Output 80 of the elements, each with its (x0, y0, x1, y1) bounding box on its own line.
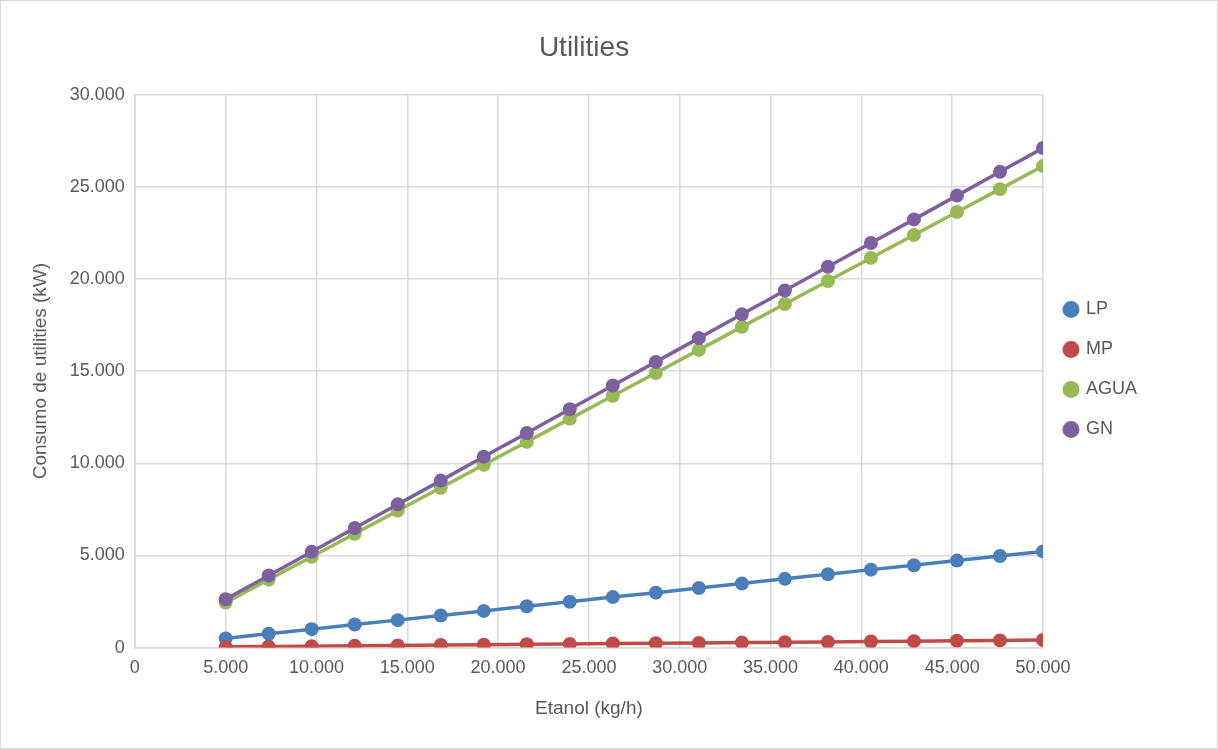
x-tick-label: 35.000 (743, 657, 799, 678)
point (433, 473, 448, 488)
legend-label: AGUA (1085, 378, 1137, 399)
point (992, 164, 1007, 179)
y-axis-title: Consumo de utilities (kW) (28, 262, 50, 480)
y-tick-label: 5.000 (79, 544, 125, 565)
point (390, 613, 405, 628)
point (734, 635, 749, 648)
point (777, 571, 792, 586)
point (562, 402, 577, 417)
point (261, 568, 276, 583)
point (261, 626, 276, 641)
point (562, 636, 577, 648)
point (648, 354, 663, 369)
legend-label: LP (1085, 298, 1109, 319)
x-tick-label: 45.000 (924, 657, 980, 678)
point (519, 426, 534, 441)
point (605, 590, 620, 605)
point (777, 283, 792, 298)
point (820, 273, 835, 288)
point (562, 594, 577, 609)
point (304, 544, 319, 559)
x-tick-label: 15.000 (379, 657, 435, 678)
point (605, 378, 620, 393)
point (691, 581, 706, 596)
x-tick-label: 0 (129, 657, 140, 678)
y-tick-label: 15.000 (69, 360, 125, 381)
y-tick-label: 0 (114, 636, 125, 657)
point (476, 449, 491, 464)
legend-label: GN (1085, 418, 1113, 439)
point (906, 212, 921, 227)
x-tick-label: 20.000 (470, 657, 526, 678)
point (734, 319, 749, 334)
point (734, 576, 749, 591)
point (949, 205, 964, 220)
x-axis-title: Etanol (kg/h) (535, 696, 643, 718)
x-tick-label: 50.000 (1015, 657, 1071, 678)
x-tick-label: 40.000 (833, 657, 889, 678)
point (433, 608, 448, 623)
x-tick-label: 30.000 (652, 657, 708, 678)
point (992, 182, 1007, 197)
legend-label: MP (1085, 338, 1113, 359)
point (648, 585, 663, 600)
point (863, 235, 878, 250)
point (347, 617, 362, 632)
point (863, 634, 878, 648)
point (820, 567, 835, 582)
x-tick-label: 5.000 (203, 657, 249, 678)
y-tick-label: 20.000 (69, 267, 125, 288)
y-tick-label: 10.000 (69, 452, 125, 473)
point (476, 603, 491, 618)
point (863, 250, 878, 265)
point (734, 307, 749, 322)
point (605, 636, 620, 648)
y-tick-label: 25.000 (69, 175, 125, 196)
point (304, 622, 319, 637)
point (820, 634, 835, 648)
point (949, 633, 964, 648)
point (691, 331, 706, 346)
point (992, 633, 1007, 648)
point (777, 297, 792, 311)
y-tick-label: 30.000 (69, 83, 125, 104)
point (347, 520, 362, 535)
point (906, 634, 921, 648)
point (777, 635, 792, 648)
point (390, 497, 405, 512)
point (949, 188, 964, 203)
x-tick-label: 10.000 (288, 657, 345, 678)
point (863, 562, 878, 577)
point (648, 636, 663, 648)
point (906, 558, 921, 573)
point (949, 553, 964, 568)
chart-title: Utilities (538, 30, 630, 62)
x-tick-label: 25.000 (561, 657, 617, 678)
point (691, 342, 706, 357)
point (519, 599, 534, 614)
point (691, 635, 706, 648)
point (820, 259, 835, 274)
point (906, 228, 921, 243)
point (992, 548, 1007, 563)
